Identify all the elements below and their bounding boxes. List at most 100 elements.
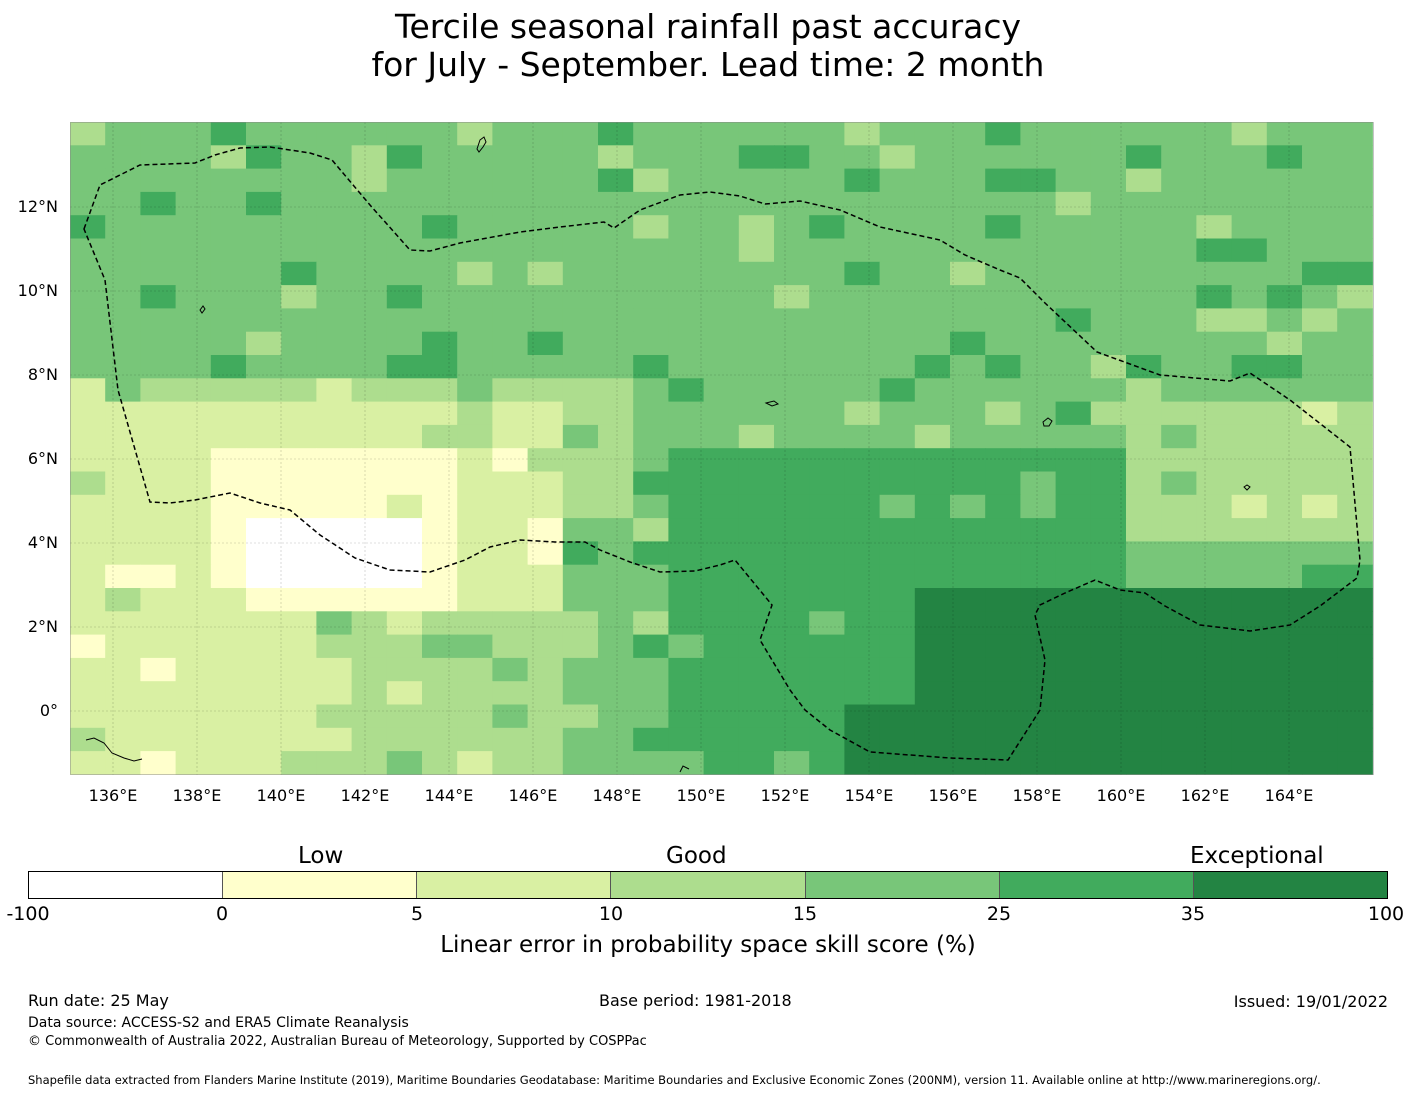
grid-cell bbox=[316, 471, 353, 496]
grid-cell bbox=[809, 471, 845, 496]
grid-cell bbox=[844, 448, 881, 472]
grid-cell bbox=[281, 448, 317, 472]
grid-cell bbox=[879, 355, 916, 379]
grid-cell bbox=[879, 681, 916, 705]
grid-cell bbox=[1337, 238, 1373, 263]
grid-cell bbox=[351, 448, 388, 472]
grid-cell bbox=[105, 448, 141, 472]
grid-cell bbox=[70, 564, 106, 589]
grid-cell bbox=[527, 541, 564, 566]
grid-cell bbox=[1126, 238, 1162, 263]
lon-label-144e: 144°E bbox=[424, 786, 474, 805]
grid-cell bbox=[210, 611, 247, 636]
grid-cell bbox=[1337, 611, 1373, 636]
grid-cell bbox=[175, 378, 212, 403]
grid-cell bbox=[1055, 448, 1092, 472]
grid-cell bbox=[668, 704, 705, 729]
grid-cell bbox=[1266, 424, 1303, 449]
grid-cell bbox=[1126, 751, 1162, 775]
grid-cell bbox=[1126, 168, 1162, 193]
grid-cell bbox=[70, 588, 106, 612]
grid-cell bbox=[70, 145, 106, 170]
grid-cell bbox=[457, 541, 493, 566]
grid-cell bbox=[1266, 727, 1303, 752]
grid-cell bbox=[844, 657, 881, 682]
grid-cell bbox=[1337, 588, 1373, 612]
grid-cell bbox=[1196, 471, 1233, 496]
grid-cell bbox=[386, 704, 423, 729]
grid-cell bbox=[1337, 471, 1373, 496]
grid-cell bbox=[598, 238, 634, 263]
grid-cell bbox=[1231, 541, 1268, 566]
grid-cell bbox=[562, 378, 599, 403]
grid-cell bbox=[457, 424, 493, 449]
grid-cell bbox=[598, 308, 634, 333]
grid-cell bbox=[1302, 168, 1338, 193]
grid-cell bbox=[774, 285, 810, 309]
grid-cell bbox=[175, 471, 212, 496]
grid-cell bbox=[844, 145, 881, 170]
grid-cell bbox=[1020, 704, 1057, 729]
grid-cell bbox=[879, 285, 916, 309]
grid-cell bbox=[422, 424, 458, 449]
grid-cell bbox=[668, 424, 705, 449]
grid-cell bbox=[809, 657, 845, 682]
grid-cell bbox=[175, 588, 212, 612]
grid-cell bbox=[1337, 518, 1373, 542]
grid-cell bbox=[598, 727, 634, 752]
grid-cell bbox=[246, 657, 282, 682]
grid-cell bbox=[1161, 494, 1197, 519]
grid-cell bbox=[70, 541, 106, 566]
grid-cell bbox=[1196, 191, 1233, 216]
grid-cell bbox=[1055, 634, 1092, 659]
grid-cell bbox=[562, 541, 599, 566]
grid-cell bbox=[809, 634, 845, 659]
grid-cell bbox=[668, 611, 705, 636]
grid-cell bbox=[1126, 541, 1162, 566]
grid-cell bbox=[1126, 448, 1162, 472]
grid-cell bbox=[668, 657, 705, 682]
colorbar-tick-label: 100 bbox=[1367, 903, 1405, 925]
grid-cell bbox=[175, 611, 212, 636]
grid-cell bbox=[351, 681, 388, 705]
palau-island bbox=[199, 305, 206, 314]
grid-cell bbox=[1231, 727, 1268, 752]
grid-cell bbox=[1302, 471, 1338, 496]
grid-cell bbox=[598, 657, 634, 682]
grid-cell bbox=[1090, 401, 1127, 426]
grid-cell bbox=[562, 424, 599, 449]
grid-cell bbox=[105, 122, 141, 146]
grid-cell bbox=[598, 285, 634, 309]
grid-cell bbox=[281, 518, 317, 542]
grid-cell bbox=[1090, 588, 1127, 612]
grid-cell bbox=[1055, 541, 1092, 566]
grid-cell bbox=[105, 564, 141, 589]
grid-cell bbox=[527, 611, 564, 636]
grid-cell bbox=[422, 238, 458, 263]
grid-cell bbox=[1266, 122, 1303, 146]
grid-cell bbox=[492, 704, 529, 729]
grid-cell bbox=[562, 657, 599, 682]
lon-label-140e: 140°E bbox=[256, 786, 306, 805]
grid-cell bbox=[879, 261, 916, 286]
grid-cell bbox=[175, 355, 212, 379]
grid-cell bbox=[70, 122, 106, 146]
grid-cell bbox=[738, 401, 775, 426]
grid-cell bbox=[422, 261, 458, 286]
grid-cell bbox=[281, 355, 317, 379]
grid-cell bbox=[281, 238, 317, 263]
grid-cell bbox=[386, 355, 423, 379]
grid-cell bbox=[1302, 751, 1338, 775]
grid-cell bbox=[70, 378, 106, 403]
grid-cell bbox=[422, 378, 458, 403]
grid-cell bbox=[316, 145, 353, 170]
grid-cell bbox=[914, 681, 951, 705]
grid-cell bbox=[105, 704, 141, 729]
grid-cell bbox=[281, 541, 317, 566]
grid-cell bbox=[281, 122, 317, 146]
grid-cell bbox=[1126, 634, 1162, 659]
colorbar-tick-label: 35 bbox=[1180, 903, 1206, 925]
grid-cell bbox=[281, 191, 317, 216]
grid-cell bbox=[950, 681, 986, 705]
grid-cell bbox=[316, 168, 353, 193]
